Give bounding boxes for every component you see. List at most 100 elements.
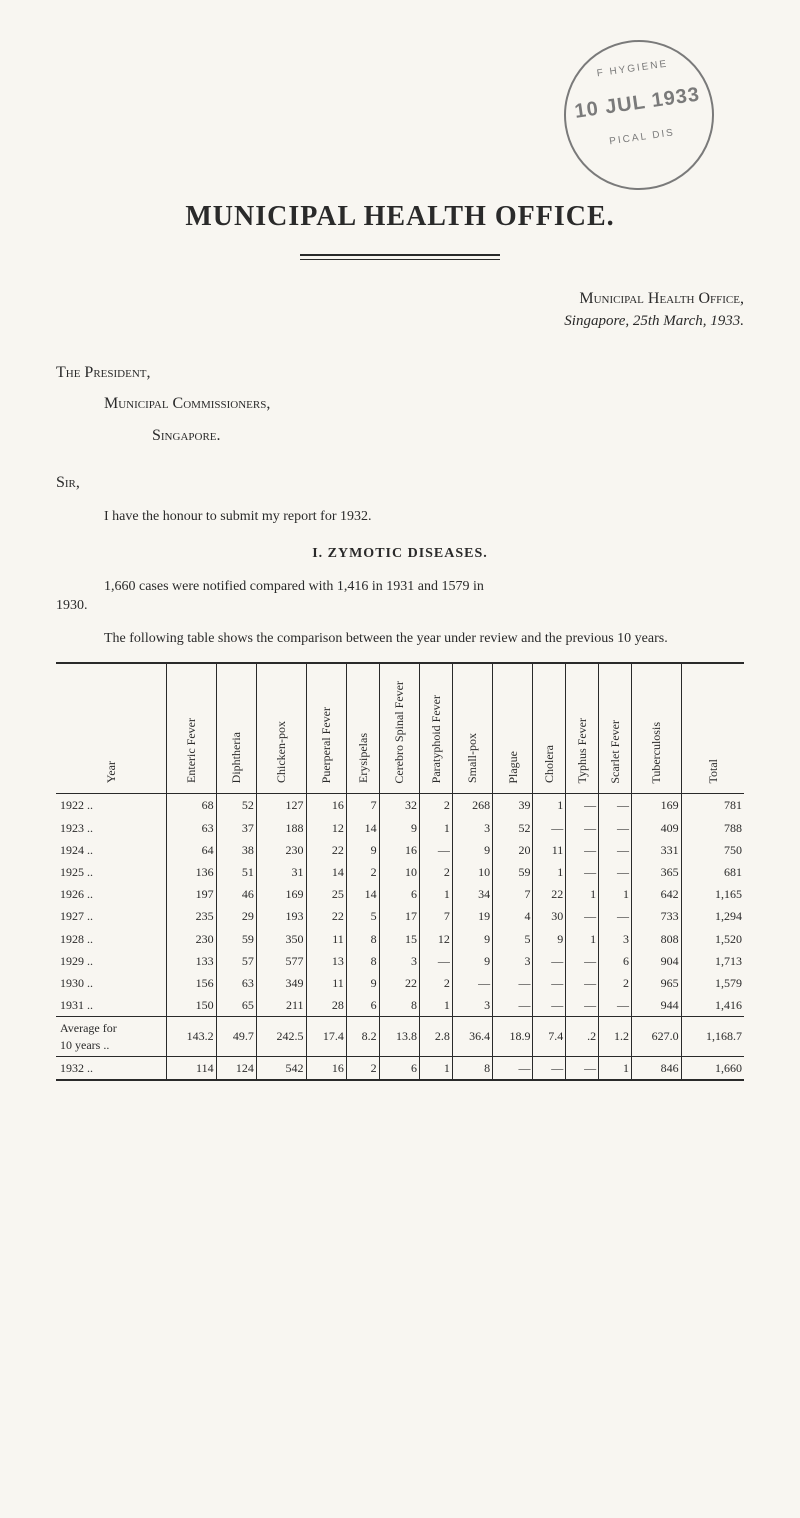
data-cell: 169: [256, 883, 306, 905]
section-heading: I. ZYMOTIC DISEASES.: [56, 545, 744, 564]
data-cell: 3: [452, 817, 492, 839]
date-stamp: F HYGIENE 10 JUL 1933 PICAL DIS: [554, 30, 723, 199]
intro-paragraph: I have the honour to submit my report fo…: [56, 508, 744, 527]
data-cell: 1,579: [681, 972, 744, 994]
data-cell: 9: [452, 928, 492, 950]
data-cell: 29: [216, 905, 256, 927]
page-title: MUNICIPAL HEALTH OFFICE.: [56, 198, 744, 236]
data-cell: 5: [346, 905, 379, 927]
data-cell: 1,165: [681, 883, 744, 905]
data-cell: 188: [256, 817, 306, 839]
data-cell: —: [566, 839, 599, 861]
data-cell: 143.2: [166, 1017, 216, 1056]
data-cell: 28: [306, 994, 346, 1017]
data-cell: 16: [306, 794, 346, 817]
data-cell: 11: [306, 972, 346, 994]
data-cell: 7: [419, 905, 452, 927]
data-cell: —: [599, 861, 632, 883]
data-cell: 197: [166, 883, 216, 905]
data-cell: 1,520: [681, 928, 744, 950]
year-cell: 1929: [56, 950, 166, 972]
data-cell: 193: [256, 905, 306, 927]
para-cases-year: 1930.: [56, 598, 88, 613]
data-cell: 17.4: [306, 1017, 346, 1056]
data-cell: 1: [599, 883, 632, 905]
data-cell: 14: [346, 883, 379, 905]
data-cell: 150: [166, 994, 216, 1017]
column-header: Small-pox: [452, 663, 492, 794]
data-cell: 15: [379, 928, 419, 950]
data-cell: 9: [452, 950, 492, 972]
column-header: Enteric Fever: [166, 663, 216, 794]
data-cell: 13.8: [379, 1017, 419, 1056]
data-cell: 904: [631, 950, 681, 972]
data-cell: 136: [166, 861, 216, 883]
column-header: Plague: [493, 663, 533, 794]
data-cell: 22: [379, 972, 419, 994]
data-cell: —: [533, 950, 566, 972]
table-row: 19226852127167322268391——169781: [56, 794, 744, 817]
data-cell: 627.0: [631, 1017, 681, 1056]
data-cell: —: [533, 994, 566, 1017]
year-cell: 1923: [56, 817, 166, 839]
year-cell: 1922: [56, 794, 166, 817]
data-cell: 16: [379, 839, 419, 861]
data-cell: —: [566, 994, 599, 1017]
data-cell: —: [419, 950, 452, 972]
data-cell: 9: [346, 972, 379, 994]
data-cell: —: [566, 972, 599, 994]
data-cell: —: [599, 839, 632, 861]
letterhead-office: Municipal Health Office,: [56, 288, 744, 310]
data-cell: 8.2: [346, 1017, 379, 1056]
data-cell: 808: [631, 928, 681, 950]
data-cell: 52: [216, 794, 256, 817]
data-cell: 3: [452, 994, 492, 1017]
data-cell: 30: [533, 905, 566, 927]
data-cell: 349: [256, 972, 306, 994]
data-cell: —: [493, 994, 533, 1017]
table-row: 1925136513114210210591——365681: [56, 861, 744, 883]
letterhead-place-date: Singapore, 25th March, 1933.: [56, 311, 744, 331]
column-header: Puerperal Fever: [306, 663, 346, 794]
data-cell: 34: [452, 883, 492, 905]
column-header: Tuberculosis: [631, 663, 681, 794]
data-cell: 6: [379, 1056, 419, 1080]
table-row: 19261974616925146134722116421,165: [56, 883, 744, 905]
year-cell: 1932: [56, 1056, 166, 1080]
stamp-bottom-text: PICAL DIS: [569, 120, 715, 154]
data-cell: 4: [493, 905, 533, 927]
data-cell: 8: [346, 950, 379, 972]
data-cell: 38: [216, 839, 256, 861]
data-cell: 235: [166, 905, 216, 927]
data-cell: 750: [681, 839, 744, 861]
data-cell: 39: [493, 794, 533, 817]
year-cell: 1924: [56, 839, 166, 861]
year-cell: 1928: [56, 928, 166, 950]
data-cell: .2: [566, 1017, 599, 1056]
addressee-president: The President,: [56, 362, 744, 384]
data-cell: 124: [216, 1056, 256, 1080]
data-cell: 114: [166, 1056, 216, 1080]
data-cell: 7: [346, 794, 379, 817]
data-cell: 17: [379, 905, 419, 927]
data-cell: —: [599, 794, 632, 817]
title-rule: [300, 254, 500, 260]
data-cell: —: [566, 905, 599, 927]
table-header-row: YearEnteric FeverDiphtheriaChicken-poxPu…: [56, 663, 744, 794]
year-cell: Average for 10 years ..: [56, 1017, 166, 1056]
data-cell: —: [566, 817, 599, 839]
data-cell: —: [599, 905, 632, 927]
data-cell: 2: [599, 972, 632, 994]
data-cell: 2: [346, 1056, 379, 1080]
column-header: Cerebro Spinal Fever: [379, 663, 419, 794]
data-cell: 12: [306, 817, 346, 839]
data-cell: 46: [216, 883, 256, 905]
data-cell: 733: [631, 905, 681, 927]
data-cell: 1: [419, 994, 452, 1017]
data-cell: 1,713: [681, 950, 744, 972]
data-cell: 1: [599, 1056, 632, 1080]
data-cell: —: [533, 1056, 566, 1080]
year-cell: 1926: [56, 883, 166, 905]
column-header: Chicken-pox: [256, 663, 306, 794]
data-cell: —: [599, 817, 632, 839]
